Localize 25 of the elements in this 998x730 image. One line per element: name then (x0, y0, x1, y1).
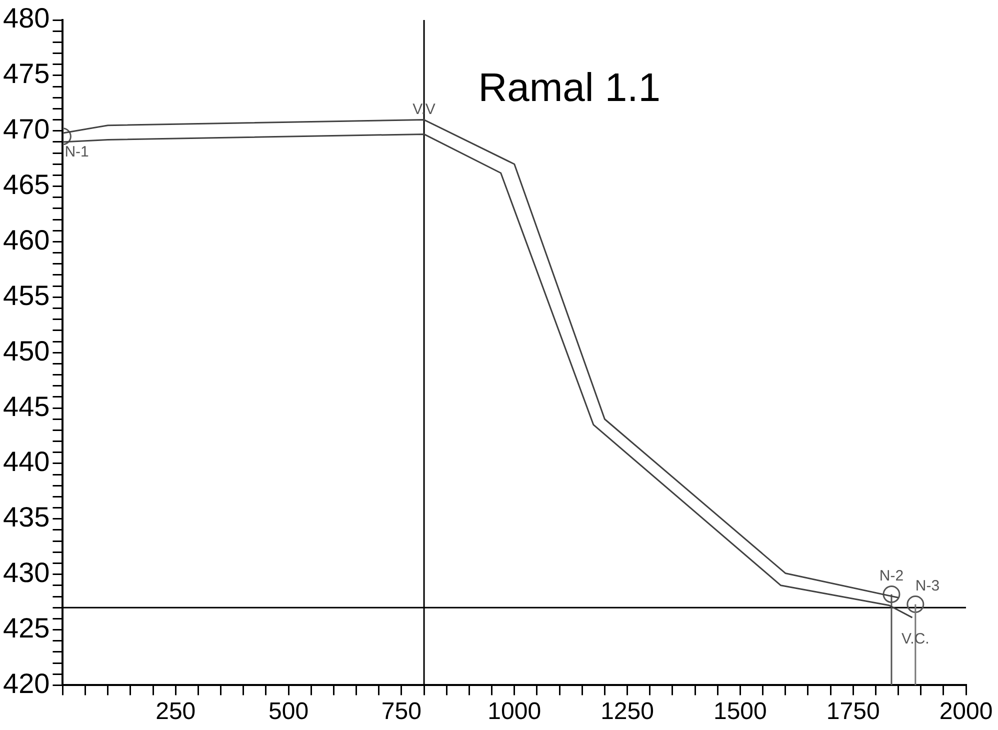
annotation: N-1 (64, 144, 89, 161)
x-tick-label: 750 (381, 698, 422, 726)
x-tick-label: 1000 (488, 698, 542, 726)
x-tick-label: 1750 (826, 698, 880, 726)
x-tick-label: 1500 (713, 698, 767, 726)
y-tick-label: 475 (3, 58, 50, 90)
y-tick-label: 450 (3, 335, 50, 366)
x-tick-label: 500 (268, 698, 309, 726)
y-tick-label: 465 (3, 169, 50, 200)
annotation: N-3 (915, 577, 940, 594)
y-tick-label: 460 (3, 224, 50, 256)
y-tick-label: 440 (3, 446, 50, 478)
x-tick-label: 1250 (600, 698, 654, 726)
y-tick-label: 470 (3, 114, 50, 145)
y-tick-label: 455 (3, 280, 50, 311)
y-tick-label: 430 (3, 557, 50, 588)
y-tick-label: 480 (3, 2, 50, 34)
x-tick-label: 2000 (939, 698, 993, 726)
x-tick-label: 250 (156, 698, 196, 726)
y-tick-label: 420 (3, 668, 50, 699)
y-tick-label: 445 (3, 390, 50, 422)
y-tick-label: 435 (3, 502, 50, 533)
text: Ramal 1.1 (478, 66, 661, 110)
annotation: N-2 (879, 567, 904, 584)
y-tick-label: 425 (3, 612, 50, 644)
